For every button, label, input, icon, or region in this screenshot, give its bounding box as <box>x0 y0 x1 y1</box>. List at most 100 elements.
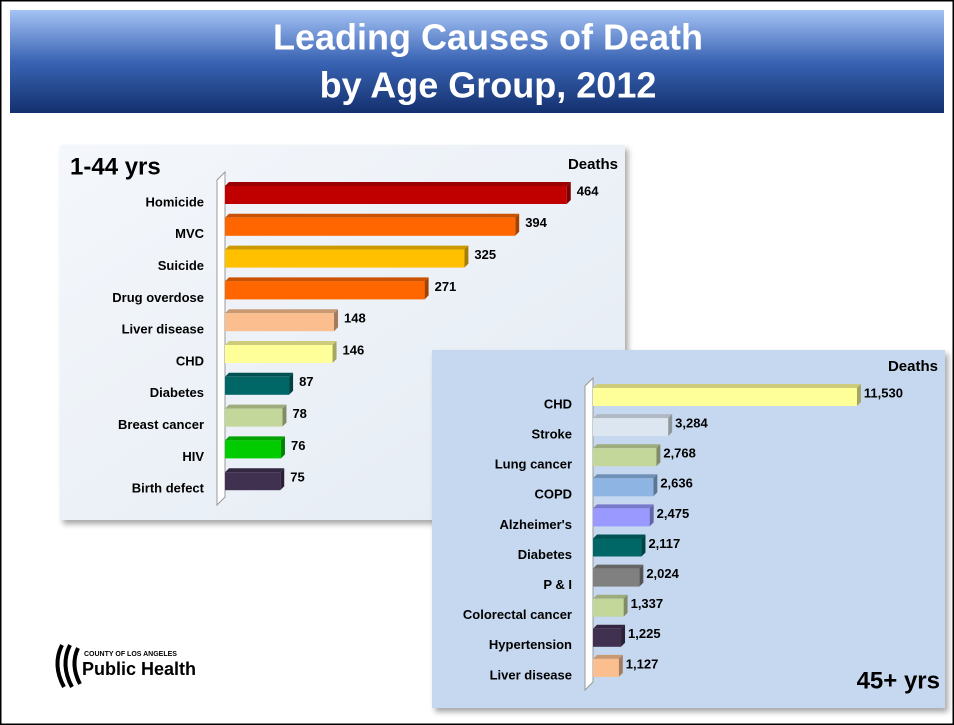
bar-top <box>593 534 646 539</box>
y-tick-label: Diabetes <box>150 385 204 400</box>
bar <box>225 440 281 459</box>
bar-top <box>593 594 628 599</box>
bar-side <box>856 384 861 406</box>
y-tick-label: Diabetes <box>518 547 572 562</box>
bar <box>593 478 654 497</box>
data-label: 1,337 <box>631 596 664 611</box>
bar-side <box>641 534 646 557</box>
data-label: 2,768 <box>663 446 696 461</box>
bar <box>593 418 669 437</box>
y-tick-label: Drug overdose <box>112 290 204 305</box>
y-tick-label: P & I <box>543 577 572 592</box>
y-tick-label: Suicide <box>158 258 204 273</box>
data-label: 325 <box>474 247 496 262</box>
data-label: 75 <box>290 470 304 485</box>
bar-top <box>225 372 294 377</box>
y-tick-label: Birth defect <box>132 481 205 496</box>
y-tick-label: COPD <box>534 487 572 502</box>
data-label: 2,117 <box>648 536 680 551</box>
bar <box>593 538 642 557</box>
y-tick-label: CHD <box>176 353 204 368</box>
y-tick-label: Hypertension <box>489 637 572 652</box>
bar <box>225 376 290 395</box>
bar-side <box>289 372 294 395</box>
bar <box>225 345 333 363</box>
axis-label: Deaths <box>568 156 618 173</box>
bar-side <box>656 444 661 467</box>
chart-title: 1-44 yrs <box>70 153 161 180</box>
y-tick-label: Alzheimer's <box>500 517 572 532</box>
bar <box>593 658 619 677</box>
panel <box>432 350 945 708</box>
bar-top <box>593 444 661 449</box>
bar-side <box>623 594 628 617</box>
logo-text: County of Los Angeles <box>84 651 177 658</box>
y-tick-label: Breast cancer <box>118 417 204 432</box>
bar-side <box>424 277 429 300</box>
y-tick-label: Liver disease <box>490 667 572 682</box>
bar-top <box>593 624 626 629</box>
axis-line <box>216 170 226 507</box>
data-label: 1,127 <box>626 656 659 671</box>
bar-side <box>280 468 285 491</box>
bar-top <box>225 245 469 250</box>
bar-top <box>225 404 287 409</box>
data-label: 146 <box>343 342 365 357</box>
bar-top <box>593 654 623 659</box>
data-label: 11,530 <box>864 385 903 400</box>
logo: County of Los Angeles Public Health <box>55 644 196 688</box>
bar <box>593 448 657 467</box>
bar-side <box>618 654 623 677</box>
axis-label: Deaths <box>888 358 938 375</box>
y-tick-label: MVC <box>175 226 205 241</box>
bar-top <box>225 213 520 218</box>
data-label: 394 <box>525 215 547 230</box>
data-label: 1,225 <box>628 626 661 641</box>
bar <box>225 408 283 427</box>
axis-line <box>584 376 594 692</box>
bar-side <box>464 245 469 268</box>
bar <box>593 508 650 527</box>
y-tick-label: CHD <box>544 396 572 411</box>
bar-side <box>282 404 287 427</box>
y-tick-label: HIV <box>182 449 204 464</box>
bar-side <box>515 213 520 236</box>
data-label: 87 <box>299 374 313 389</box>
bar-top <box>593 384 861 388</box>
data-label: 78 <box>292 406 306 421</box>
chart-title: 45+ yrs <box>857 667 940 694</box>
data-label: 271 <box>435 279 457 294</box>
y-tick-label: Stroke <box>532 427 572 442</box>
bar-side <box>649 504 654 527</box>
bar-top <box>593 474 658 479</box>
y-tick-label: Liver disease <box>122 322 204 337</box>
bar <box>225 281 425 300</box>
bar-top <box>225 341 337 345</box>
bar <box>225 217 516 236</box>
data-label: 76 <box>291 438 305 453</box>
bar-top <box>593 564 644 569</box>
bar-top <box>225 468 285 473</box>
data-label: 2,475 <box>657 506 690 521</box>
logo-text: Public Health <box>82 659 196 679</box>
data-label: 3,284 <box>675 416 708 431</box>
bar <box>593 568 640 587</box>
bar-side <box>668 414 673 437</box>
bar <box>593 598 624 617</box>
y-tick-label: Colorectal cancer <box>463 607 572 622</box>
bar-top <box>225 182 571 186</box>
bar-top <box>593 504 654 509</box>
bar-side <box>621 624 626 647</box>
y-tick-label: Homicide <box>145 194 204 209</box>
bar-side <box>639 564 644 587</box>
bar <box>225 186 567 204</box>
bar <box>225 472 281 491</box>
bar-top <box>593 414 673 419</box>
logo-icon <box>55 644 82 688</box>
bar-side <box>566 182 571 204</box>
slide-title: Leading Causes of Death <box>273 17 703 58</box>
slide-title: by Age Group, 2012 <box>320 65 657 106</box>
bar <box>593 628 622 647</box>
bar-side <box>280 436 285 459</box>
